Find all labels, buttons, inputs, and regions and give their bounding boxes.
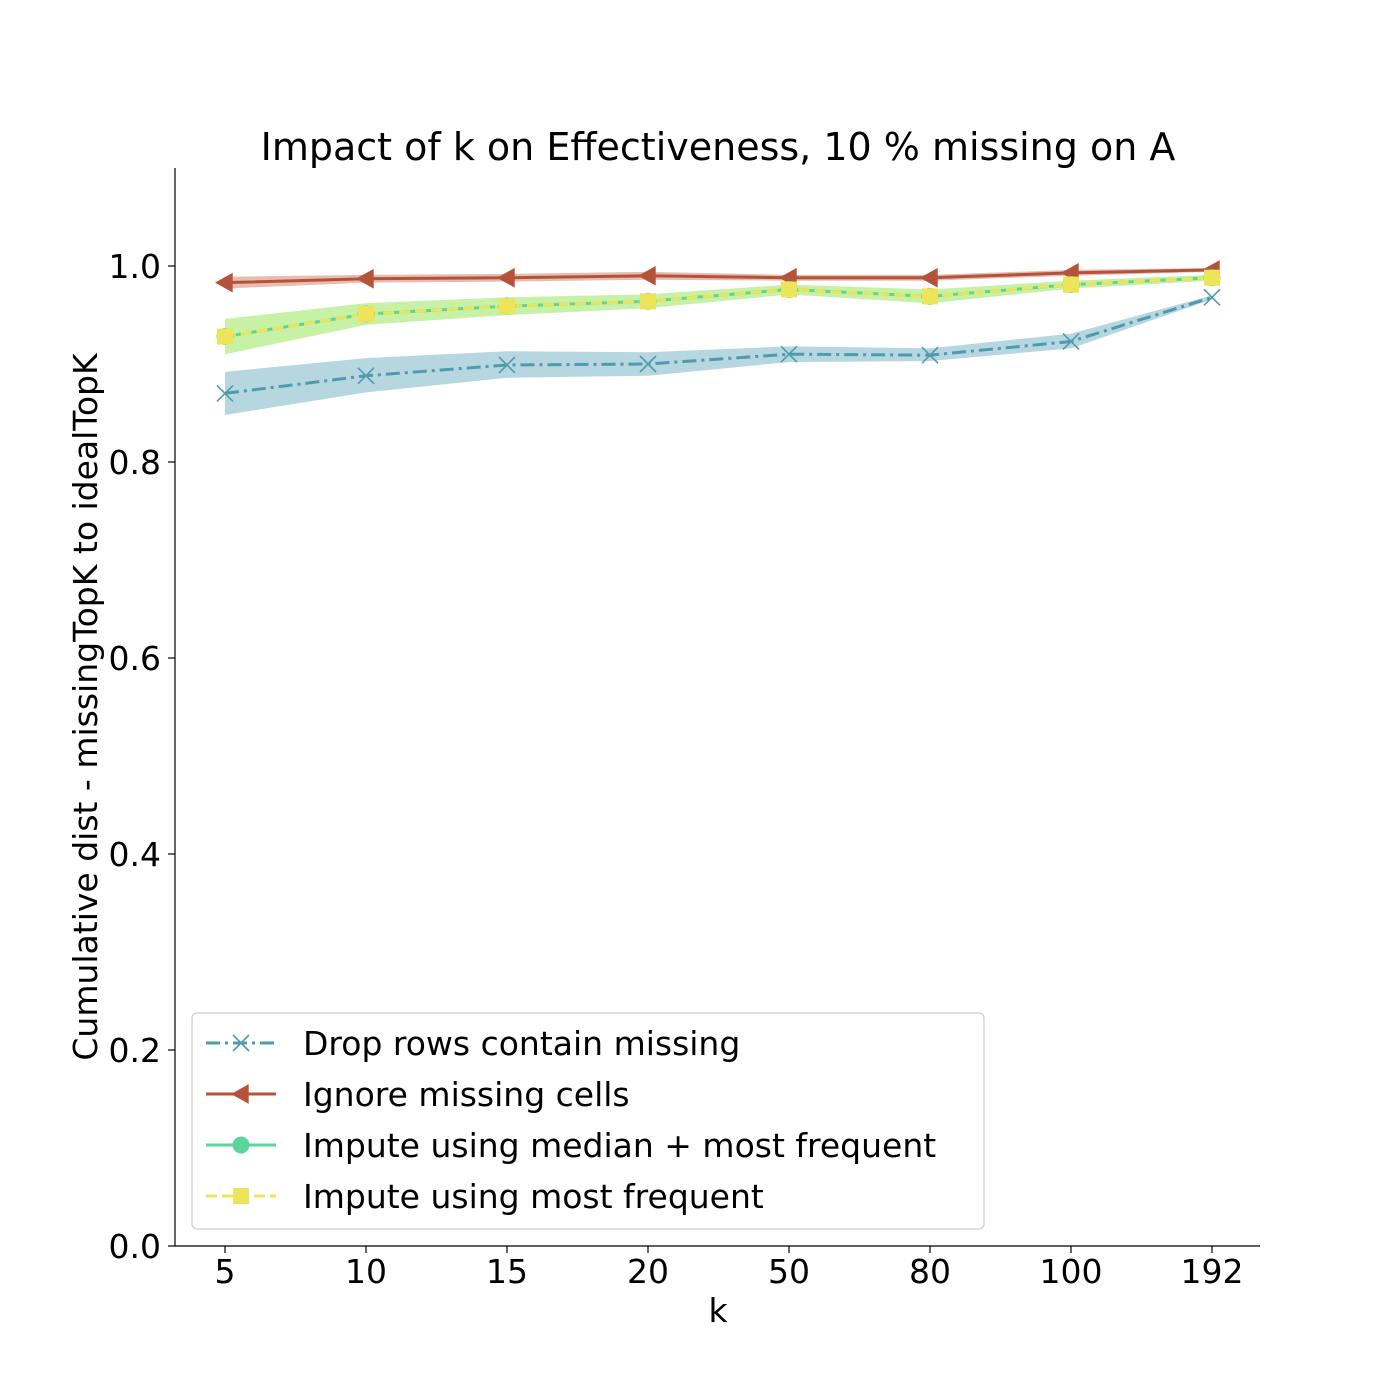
data-point-3-4 (781, 281, 797, 298)
data-point-0-0 (216, 384, 234, 402)
axes (174, 168, 1260, 1247)
data-point-0-2 (498, 356, 516, 374)
y-tick-label: 0.2 (109, 1031, 161, 1070)
x-tick-label: 5 (215, 1252, 236, 1291)
data-point-3-0 (217, 328, 233, 345)
x-tick-label: 100 (1040, 1252, 1103, 1291)
y-ticks: 0.0 0.2 0.4 0.6 0.8 1.0 (109, 247, 175, 1266)
data-point-3-2 (499, 298, 515, 315)
series-lines (224, 268, 1213, 395)
x-ticks: 5 10 15 20 50 80 100 192 (215, 1246, 1244, 1291)
data-point-3-6 (1063, 276, 1079, 293)
data-point-1-3 (637, 265, 656, 286)
chart-title: Impact of k on Effectiveness, 10 % missi… (261, 125, 1176, 169)
data-point-0-6 (1062, 332, 1080, 351)
data-point-1-0 (214, 272, 233, 293)
data-point-0-1 (357, 367, 375, 385)
data-point-0-5 (921, 346, 939, 364)
legend: Drop rows contain missing Ignore missing … (191, 1012, 985, 1230)
legend-box (191, 1012, 985, 1230)
x-tick-label: 80 (909, 1252, 951, 1291)
legend-label: Drop rows contain missing (303, 1024, 740, 1063)
data-point-0-3 (639, 355, 657, 373)
x-axis-label: k (708, 1291, 728, 1330)
x-tick-label: 15 (486, 1252, 528, 1291)
series-line-3 (224, 276, 1213, 339)
x-tick-label: 10 (345, 1252, 387, 1291)
y-tick-label: 0.8 (109, 443, 161, 482)
legend-marker-1 (230, 1084, 249, 1104)
data-point-1-1 (355, 268, 374, 289)
legend-marker-0 (232, 1034, 250, 1052)
data-point-0-7 (1203, 288, 1221, 306)
series-markers (214, 260, 1221, 402)
y-tick-label: 1.0 (109, 247, 161, 286)
data-point-3-3 (640, 293, 656, 310)
data-point-0-4 (780, 345, 798, 363)
legend-label: Ignore missing cells (303, 1075, 630, 1114)
confidence-band-0 (225, 295, 1212, 415)
data-point-3-5 (922, 288, 938, 305)
data-point-3-7 (1204, 269, 1220, 286)
x-tick-label: 20 (627, 1252, 669, 1291)
x-tick-label: 50 (768, 1252, 810, 1291)
y-tick-label: 0.4 (109, 835, 161, 874)
series-line-0 (224, 295, 1213, 395)
y-tick-label: 0.0 (109, 1227, 161, 1266)
legend-marker-3 (233, 1188, 249, 1204)
y-axis-label: Cumulative dist - missingTopK to idealTo… (66, 352, 105, 1061)
data-point-1-5 (919, 267, 938, 288)
series-line-1 (224, 268, 1213, 285)
legend-label: Impute using most frequent (303, 1177, 764, 1216)
y-tick-label: 0.6 (109, 639, 161, 678)
data-point-1-2 (496, 267, 515, 288)
legend-label: Impute using median + most frequent (303, 1126, 936, 1165)
data-point-3-1 (358, 306, 374, 323)
x-tick-label: 192 (1181, 1252, 1244, 1291)
legend-marker-2 (232, 1136, 250, 1154)
